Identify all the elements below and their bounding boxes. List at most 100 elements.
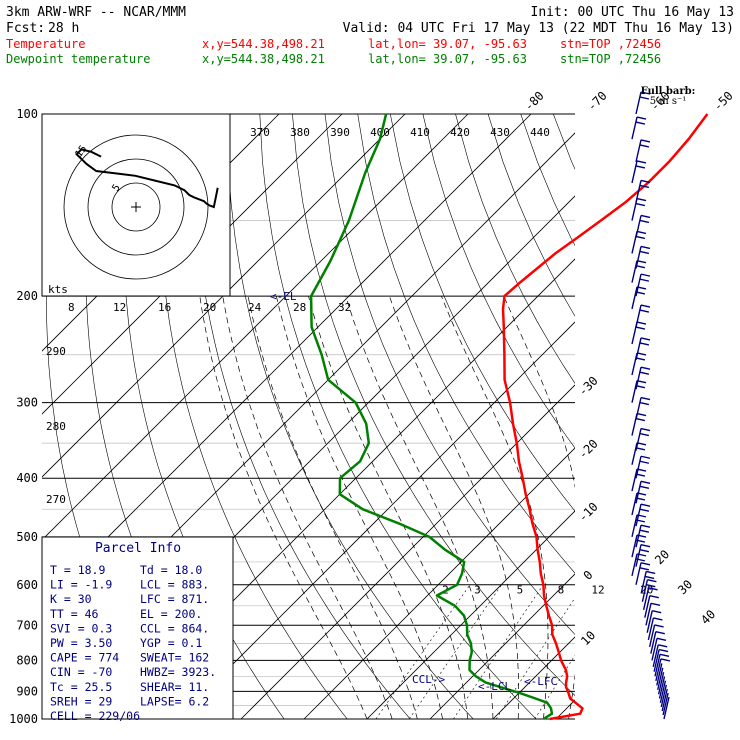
pressure-tick-label: 1000 bbox=[9, 712, 38, 726]
wind-barb-flag bbox=[655, 631, 665, 635]
wind-barb-flag bbox=[636, 160, 647, 164]
wind-barb-flag bbox=[640, 455, 651, 459]
theta-label: 410 bbox=[410, 126, 430, 139]
dry-adiabat bbox=[357, 114, 575, 574]
theta-side-label: 290 bbox=[46, 345, 66, 358]
pressure-tick-label: 100 bbox=[16, 107, 38, 121]
pressure-tick-label: 800 bbox=[16, 653, 38, 667]
wind-barb-flag bbox=[639, 96, 650, 100]
wind-barb bbox=[631, 116, 638, 140]
wind-barb-flag bbox=[640, 273, 651, 277]
wind-barbs bbox=[631, 91, 671, 720]
parcel-row-right: SWEAT= 162 bbox=[140, 651, 209, 665]
wind-barb bbox=[635, 525, 642, 548]
wind-barb bbox=[657, 672, 665, 695]
dry-adiabat bbox=[520, 114, 575, 247]
moist-adiabat bbox=[503, 295, 575, 719]
theta-label: 420 bbox=[450, 126, 470, 139]
parcel-row-left: PW = 3.50 bbox=[50, 636, 112, 650]
wind-barb bbox=[631, 514, 638, 538]
isotherm-label: -50 bbox=[711, 89, 736, 114]
wind-barb bbox=[655, 658, 662, 682]
wind-barb-flag bbox=[640, 139, 651, 143]
wind-barb-flag bbox=[639, 460, 650, 464]
theta-label: 390 bbox=[330, 126, 350, 139]
wind-barb-flag bbox=[646, 584, 656, 588]
wind-barb-flag bbox=[639, 342, 650, 346]
wind-barb-flag bbox=[640, 214, 651, 219]
init-time: Init: 00 UTC Thu 16 May 13 bbox=[531, 5, 735, 20]
wind-barb-flag bbox=[636, 116, 647, 120]
wind-barb-flag bbox=[635, 121, 646, 125]
parcel-row-left: Tc = 25.5 bbox=[50, 680, 112, 694]
dry-adiabat bbox=[292, 114, 575, 697]
wind-barb bbox=[635, 139, 642, 163]
mixing-ratio-line bbox=[495, 597, 575, 719]
wind-barb-flag bbox=[639, 548, 650, 553]
wind-barb-flag bbox=[648, 587, 658, 591]
mixing-ratio-label: 12 bbox=[591, 583, 604, 596]
wind-barb-flag bbox=[639, 432, 650, 437]
fcst-value: 28 h bbox=[48, 21, 79, 36]
wind-barb-flag bbox=[639, 250, 650, 255]
mixing-ratio-line bbox=[453, 584, 544, 719]
wind-barb bbox=[631, 380, 638, 403]
wind-barb-flag bbox=[640, 543, 651, 548]
wind-barb-flag bbox=[636, 259, 647, 264]
moist-adiabat bbox=[222, 296, 393, 719]
isotherm-label: -30 bbox=[576, 374, 601, 399]
isotherm-line bbox=[42, 114, 532, 604]
wind-barb-flag bbox=[660, 658, 671, 662]
mixing-ratio-lines bbox=[375, 584, 575, 719]
wind-barb bbox=[635, 367, 642, 390]
wind-barb-flag bbox=[636, 412, 647, 417]
parcel-row-left: SVI = 0.3 bbox=[50, 621, 112, 635]
sounding-series bbox=[309, 113, 709, 721]
wind-barb-flag bbox=[640, 503, 651, 507]
wind-barb-flag bbox=[656, 637, 667, 642]
lcl-label: <-LCL bbox=[478, 680, 511, 693]
hodo-speed-label: 12 bbox=[113, 301, 126, 314]
wind-barb-flag bbox=[640, 91, 651, 95]
dry-adiabat bbox=[684, 114, 740, 719]
wind-barb-flag bbox=[639, 219, 650, 224]
wind-barb-flag bbox=[640, 480, 651, 484]
legend-dewpoint-latlon: lat,lon= 39.07, -95.63 bbox=[368, 52, 527, 66]
wind-barb bbox=[635, 562, 642, 585]
wind-barb bbox=[635, 246, 642, 269]
parcel-row-right: CCL = 864. bbox=[140, 621, 209, 635]
wind-barb bbox=[644, 595, 651, 618]
wind-barb-flag bbox=[635, 165, 646, 169]
hodo-speed-label: 24 bbox=[248, 301, 262, 314]
wind-barb-flag bbox=[640, 245, 651, 250]
dry-adiabat bbox=[455, 114, 575, 384]
hodo-ring-label: 5 bbox=[110, 182, 122, 193]
wind-barb-flag bbox=[658, 644, 668, 648]
moist-adiabat bbox=[389, 295, 519, 719]
isotherm-line bbox=[177, 321, 575, 719]
wind-barb bbox=[663, 696, 670, 720]
valid-time: Valid: 04 UTC Fri 17 May 13 (22 MDT Thu … bbox=[343, 21, 734, 36]
wind-barb-flag bbox=[639, 401, 650, 406]
dry-adiabat bbox=[259, 114, 537, 719]
theta-label: 400 bbox=[370, 126, 390, 139]
wind-barb bbox=[654, 654, 661, 677]
wind-barb bbox=[635, 397, 642, 420]
theta-side-label: 270 bbox=[46, 493, 66, 506]
wind-barb bbox=[656, 663, 663, 686]
parcel-row-right: EL = 200. bbox=[140, 607, 202, 621]
mixing-ratio-label: 5 bbox=[517, 583, 524, 596]
wind-barb bbox=[631, 534, 638, 558]
dry-adiabat bbox=[553, 114, 575, 170]
wind-barb bbox=[635, 337, 642, 361]
wind-barb-flag bbox=[635, 417, 646, 422]
wind-barb bbox=[631, 160, 638, 184]
isotherm-label: -70 bbox=[585, 89, 610, 114]
parcel-row-left: K = 30 bbox=[50, 592, 92, 606]
wind-barb-flag bbox=[640, 366, 651, 370]
wind-barb-flag bbox=[646, 570, 656, 575]
hodo-speed-label: 28 bbox=[293, 301, 306, 314]
pressure-tick-label: 700 bbox=[16, 618, 38, 632]
